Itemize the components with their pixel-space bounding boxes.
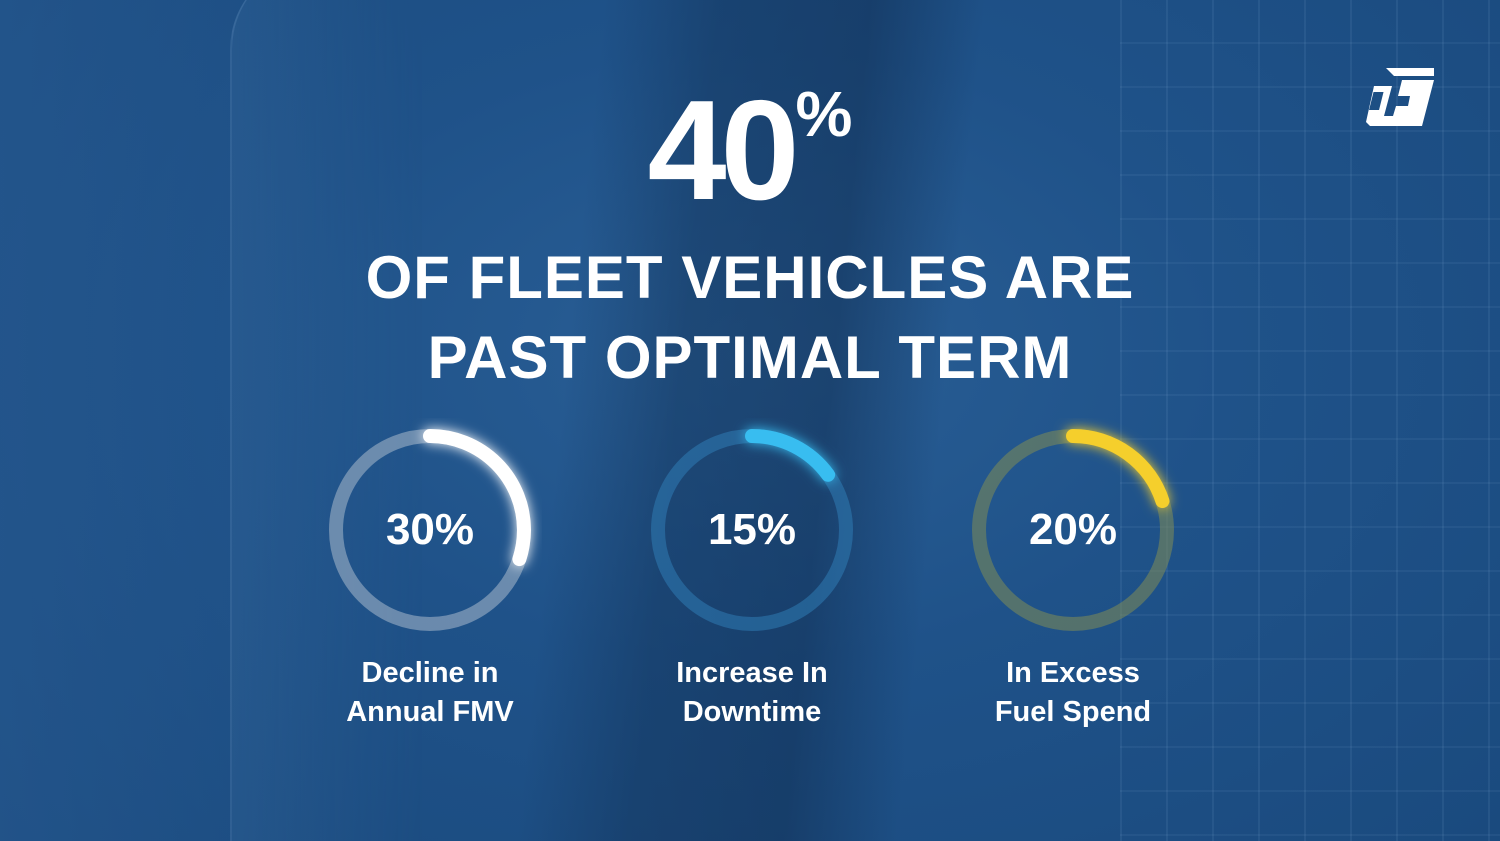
stat-label-line-1: Increase In — [676, 657, 828, 689]
headline-stat-unit: % — [795, 78, 853, 150]
progress-ring: 20% — [961, 418, 1185, 642]
headline-stat: 40% — [0, 80, 1500, 222]
stat-label-line-2: Downtime — [682, 696, 822, 728]
stat-label-line-1: Decline in — [361, 657, 499, 689]
stat-card-downtime: 15% Increase In Downtime — [632, 418, 872, 732]
stat-label-line-2: Fuel Spend — [994, 696, 1152, 728]
headline-text: OF FLEET VEHICLES ARE PAST OPTIMAL TERM — [0, 238, 1500, 398]
headline-stat-value: 40 — [647, 71, 800, 230]
stat-card-fmv: 30% Decline in Annual FMV — [310, 418, 550, 732]
stat-label-line-1: In Excess — [1006, 657, 1140, 689]
stat-label: Decline in Annual FMV — [310, 654, 550, 732]
stat-label: In Excess Fuel Spend — [953, 654, 1193, 732]
stat-label: Increase In Downtime — [632, 654, 872, 732]
stat-card-fuel: 20% In Excess Fuel Spend — [953, 418, 1193, 732]
stat-value: 15% — [707, 505, 797, 554]
stat-value: 30% — [385, 505, 475, 554]
headline-line-1: OF FLEET VEHICLES ARE — [365, 244, 1135, 311]
headline-line-2: PAST OPTIMAL TERM — [427, 324, 1073, 391]
stat-label-line-2: Annual FMV — [346, 696, 514, 728]
progress-ring: 15% — [640, 418, 864, 642]
company-logo-icon — [1362, 66, 1436, 132]
stat-value: 20% — [1028, 505, 1118, 554]
progress-ring: 30% — [318, 418, 542, 642]
